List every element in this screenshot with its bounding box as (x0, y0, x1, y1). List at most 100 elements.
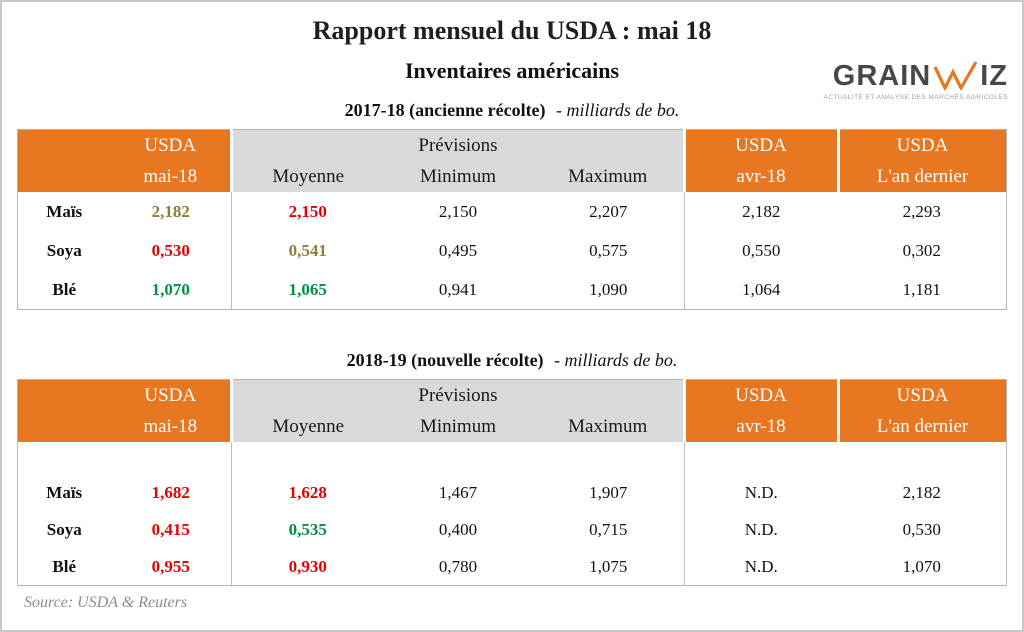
value-cell: 1,181 (902, 279, 941, 299)
logo-tagline: ACTUALITÉ ET ANALYSE DES MARCHÉS AGRICOL… (823, 94, 1008, 101)
value-cell: N.D. (683, 474, 838, 511)
table-row: Blé 1,070 1,065 0,941 1,090 1,064 1,181 (18, 270, 1006, 310)
header-row-top: USDA Prévisions USDA USDA (17, 379, 1006, 411)
table-caption-2017-18: 2017-18 (ancienne récolte) - milliards d… (2, 100, 1022, 121)
value-cell: 1,090 (589, 279, 628, 299)
caption-season: 2018-19 (nouvelle récolte) (346, 350, 544, 370)
value-cell: 1,070 (151, 279, 190, 299)
zigzag-w-icon (933, 61, 978, 90)
source-note: Source: USDA & Reuters (24, 594, 188, 611)
header-row-top: USDA Prévisions USDA USDA (17, 129, 1006, 161)
grainwiz-logo: GRAIN IZ ACTUALITÉ ET ANALYSE DES MARCHÉ… (824, 60, 1008, 101)
header-moyenne: Moyenne (230, 161, 383, 192)
value-cell: 2,293 (902, 201, 941, 221)
header-maximum: Maximum (532, 161, 684, 192)
value-cell: 1,065 (231, 270, 383, 310)
value-cell: 2,207 (589, 201, 628, 221)
header-usda-avr: USDA (682, 129, 838, 161)
value-cell: 1,907 (589, 482, 628, 502)
row-label: Soya (46, 519, 82, 539)
caption-season: 2017-18 (ancienne récolte) (344, 100, 546, 120)
value-cell: 0,930 (231, 548, 383, 586)
header-avr-18: avr-18 (682, 411, 838, 442)
logo-text-grain: GRAIN (832, 60, 932, 92)
spacer-cell (383, 442, 533, 474)
spacer-cell (683, 442, 838, 474)
caption-unit: - milliards de bo. (554, 350, 678, 370)
value-cell: 1,467 (438, 482, 478, 502)
table-row: Soya 0,530 0,541 0,495 0,575 0,550 0,302 (18, 231, 1006, 270)
page-subtitle: Inventaires américains (404, 58, 620, 83)
value-cell: 1,070 (902, 556, 941, 576)
logo-wordmark: GRAIN IZ (824, 60, 1008, 91)
header-avr-18: avr-18 (682, 161, 838, 192)
value-cell: 0,415 (151, 519, 190, 539)
logo-text-iz: IZ (980, 60, 1008, 92)
header-corner-spacer (17, 161, 110, 192)
value-cell: N.D. (683, 548, 838, 586)
value-cell: 1,682 (151, 482, 190, 502)
table-spacer-row (18, 442, 1006, 474)
value-cell: 2,182 (683, 192, 838, 231)
header-corner-spacer (17, 129, 110, 161)
table-header: USDA Prévisions USDA USDA mai-18 Moyenne… (17, 379, 1006, 442)
value-cell: 0,941 (438, 279, 478, 299)
table-body-2017-18: Maïs 2,182 2,150 2,150 2,207 2,182 2,293 Soya 0,… (18, 192, 1006, 310)
header-mai-18: mai-18 (109, 411, 232, 442)
page-title: Rapport mensuel du USDA : mai 18 (312, 16, 712, 45)
table-body-2018-19: Maïs 1,682 1,628 1,467 1,907 N.D. 2,182 Soya 0,4… (18, 442, 1006, 586)
spacer-cell (110, 442, 232, 474)
table-2017-18: USDA Prévisions USDA USDA mai-18 Moyenne… (17, 129, 1007, 310)
value-cell: 2,150 (231, 192, 383, 231)
spacer-cell (533, 442, 684, 474)
caption-unit: - milliards de bo. (556, 100, 680, 120)
header-usda-last: USDA (836, 379, 1006, 411)
spacer-cell (18, 442, 110, 474)
header-minimum: Minimum (382, 411, 533, 442)
value-cell: 2,150 (438, 201, 478, 221)
row-label: Blé (52, 556, 77, 576)
table-caption-2018-19: 2018-19 (nouvelle récolte) - milliards d… (2, 350, 1022, 371)
value-cell: 0,575 (589, 240, 628, 260)
header-lan-dernier: L'an dernier (836, 411, 1006, 442)
header-usda-mai: USDA (109, 379, 232, 411)
header-corner-spacer (17, 411, 110, 442)
value-cell: 0,302 (902, 240, 941, 260)
value-cell: 2,182 (151, 201, 190, 221)
header-usda-last: USDA (836, 129, 1006, 161)
value-cell: 0,715 (589, 519, 628, 539)
value-cell: 1,064 (683, 270, 838, 310)
value-cell: 0,400 (438, 519, 478, 539)
row-label: Maïs (46, 482, 83, 502)
header-moyenne: Moyenne (230, 411, 383, 442)
header-previsions-group: Prévisions (230, 379, 684, 411)
row-label: Blé (52, 279, 77, 299)
value-cell: 0,550 (683, 231, 838, 270)
header-row-bottom: mai-18 Moyenne Minimum Maximum avr-18 L'… (17, 411, 1006, 442)
table-row: Blé 0,955 0,930 0,780 1,075 N.D. 1,070 (18, 548, 1006, 586)
row-label: Maïs (46, 201, 83, 221)
header-row-bottom: mai-18 Moyenne Minimum Maximum avr-18 L'… (17, 161, 1006, 192)
header-minimum: Minimum (382, 161, 533, 192)
spacer-cell (231, 442, 383, 474)
table-row: Maïs 1,682 1,628 1,467 1,907 N.D. 2,182 (18, 474, 1006, 511)
header-usda-avr: USDA (682, 379, 838, 411)
header-previsions-group: Prévisions (230, 129, 684, 161)
value-cell: 0,541 (231, 231, 383, 270)
header-lan-dernier: L'an dernier (836, 161, 1006, 192)
table-2018-19: USDA Prévisions USDA USDA mai-18 Moyenne… (17, 379, 1007, 586)
value-cell: 0,780 (438, 556, 478, 576)
value-cell: 1,075 (589, 556, 628, 576)
value-cell: 2,182 (902, 482, 941, 502)
value-cell: 0,955 (151, 556, 190, 576)
row-label: Soya (46, 240, 82, 260)
spacer-cell (838, 442, 1006, 474)
value-cell: 1,628 (231, 474, 383, 511)
header-maximum: Maximum (532, 411, 684, 442)
table-row: Maïs 2,182 2,150 2,150 2,207 2,182 2,293 (18, 192, 1006, 231)
value-cell: 0,530 (151, 240, 190, 260)
table-header: USDA Prévisions USDA USDA mai-18 Moyenne… (17, 129, 1006, 192)
value-cell: N.D. (683, 511, 838, 548)
value-cell: 0,530 (902, 519, 941, 539)
